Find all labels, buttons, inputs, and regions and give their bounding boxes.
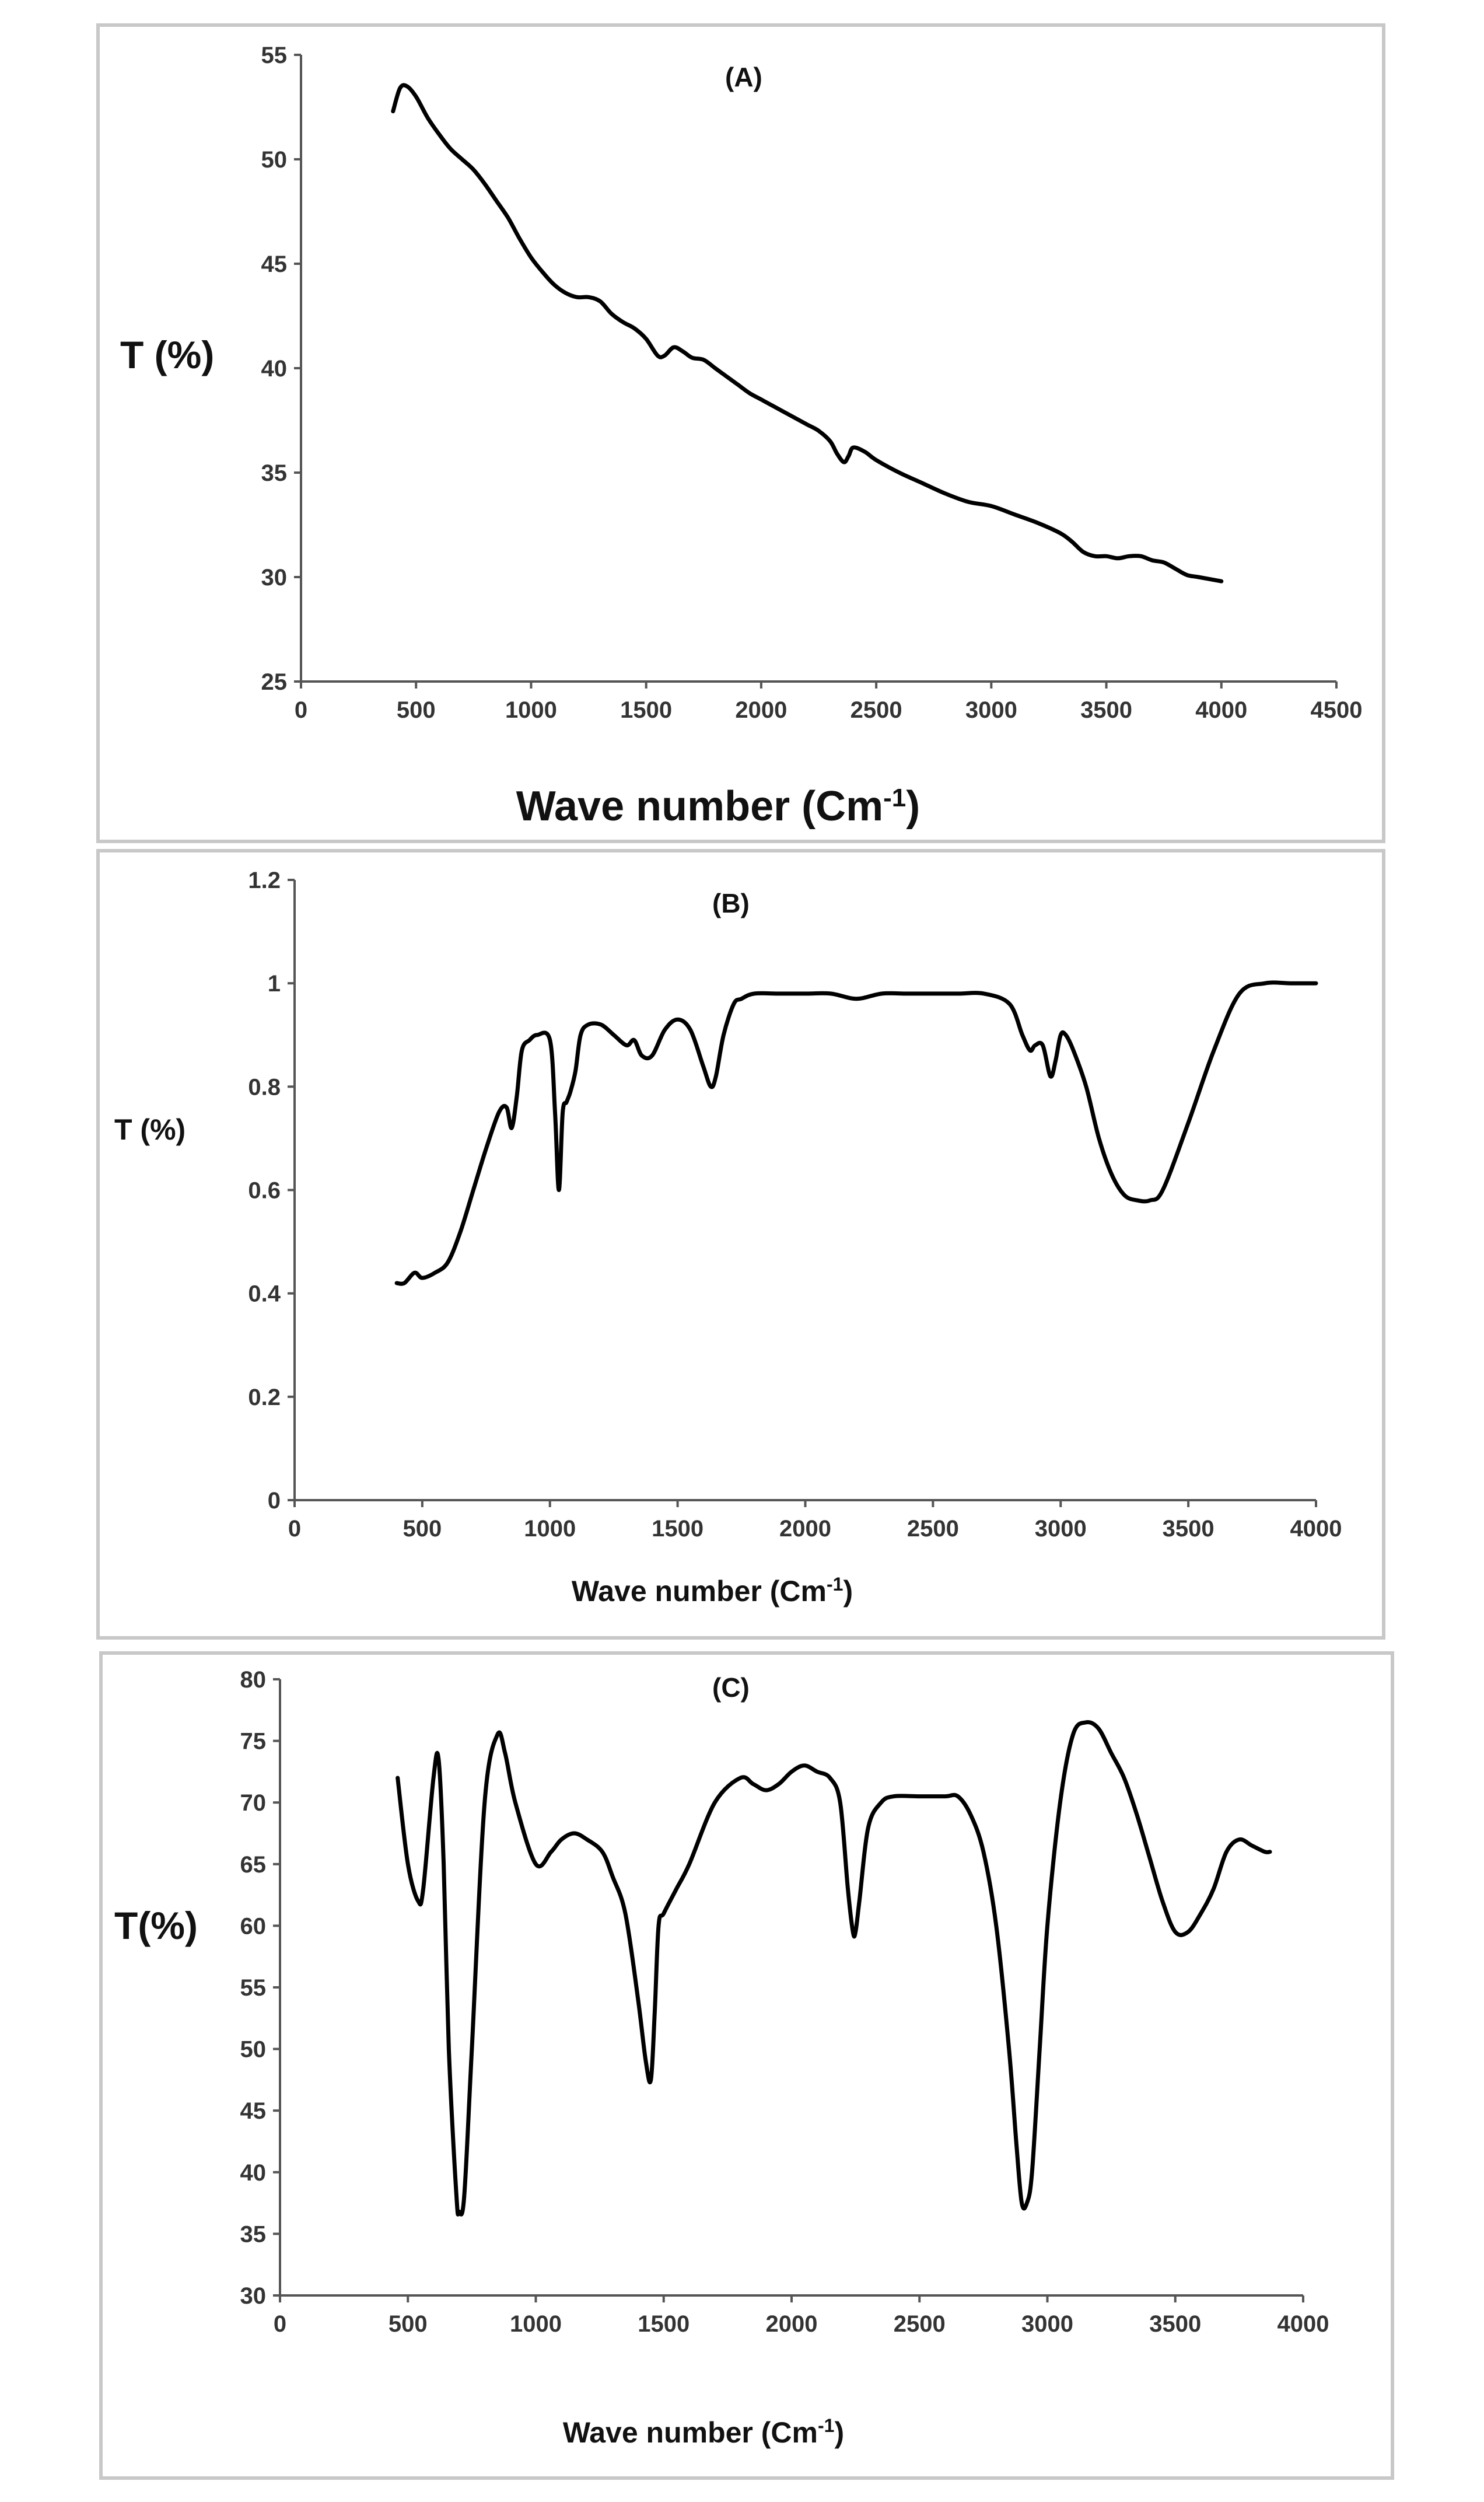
- x-tick-label: 3000: [965, 697, 1017, 723]
- x-tick-label: 3000: [1035, 1516, 1087, 1542]
- y-tick-label: 45: [261, 251, 288, 277]
- x-tick-label: 0: [288, 1516, 301, 1542]
- chart-b: (B) T (%) Wave number (Cm-1) 0 0.2 0.4 0.6 0…: [114, 868, 1342, 1608]
- y-axis-label: T (%): [120, 333, 214, 376]
- chart-panel-b: (B) T (%) Wave number (Cm-1) 0 0.2 0.4 0.6 0…: [96, 849, 1385, 1640]
- x-tick-label: 500: [388, 2311, 428, 2337]
- x-tick-label: 4000: [1290, 1516, 1342, 1542]
- y-tick-label: 70: [240, 1790, 267, 1816]
- y-tick-label: 0.6: [248, 1178, 281, 1204]
- x-tick-label: 1000: [505, 697, 557, 723]
- chart-title: (A): [725, 62, 762, 92]
- x-tick-label: 2500: [894, 2311, 946, 2337]
- x-tick-label: 2000: [766, 2311, 818, 2337]
- x-axis-label: Wave number (Cm-1): [516, 783, 921, 830]
- y-tick-label: 0.4: [248, 1281, 281, 1307]
- y-tick-label: 65: [240, 1852, 267, 1878]
- y-tick-label: 50: [240, 2037, 267, 2063]
- y-axis-label: T(%): [114, 1904, 198, 1947]
- chart-panel-c: (C) T(%) Wave number (Cm-1) 30 35 40 45 50 55…: [99, 1651, 1394, 2480]
- x-tick-label: 2000: [779, 1516, 831, 1542]
- y-axis-label: T (%): [114, 1113, 186, 1146]
- x-tick-label: 1000: [524, 1516, 576, 1542]
- x-tick-label: 3000: [1021, 2311, 1073, 2337]
- x-tick-label: 4000: [1278, 2311, 1329, 2337]
- y-tick-label: 30: [261, 565, 288, 590]
- y-tick-label: 55: [261, 43, 288, 68]
- y-tick-label: 80: [240, 1667, 267, 1693]
- chart-a: (A) T (%) Wave number (Cm-1) 25 30 35 40 45 5…: [120, 43, 1363, 830]
- y-tick-label: 35: [261, 460, 288, 486]
- y-tick-label: 50: [261, 147, 288, 173]
- y-tick-label: 25: [261, 669, 288, 695]
- x-tick-label: 1500: [652, 1516, 704, 1542]
- y-tick-label: 40: [261, 356, 288, 382]
- x-tick-label: 4500: [1311, 697, 1363, 723]
- chart-panel-a: (A) T (%) Wave number (Cm-1) 25 30 35 40 45 5…: [96, 23, 1385, 843]
- y-tick-label: 55: [240, 1975, 267, 2001]
- x-axis-label: Wave number (Cm-1): [572, 1574, 853, 1608]
- x-tick-label: 2000: [735, 697, 787, 723]
- x-tick-label: 3500: [1163, 1516, 1214, 1542]
- chart-title: (C): [712, 1672, 750, 1703]
- y-tick-label: 35: [240, 2221, 267, 2247]
- y-tick-label: 45: [240, 2098, 267, 2124]
- series-line-c: [396, 1720, 1272, 2217]
- x-tick-label: 500: [403, 1516, 442, 1542]
- y-tick-label: 0.2: [248, 1385, 281, 1410]
- x-tick-label: 1500: [620, 697, 672, 723]
- x-tick-label: 2500: [850, 697, 902, 723]
- series-line-b: [394, 980, 1318, 1286]
- y-tick-label: 0.8: [248, 1074, 281, 1100]
- x-axis-label: Wave number (Cm-1): [563, 2415, 844, 2449]
- x-tick-label: 500: [397, 697, 436, 723]
- y-tick-label: 1: [268, 971, 281, 997]
- y-tick-label: 30: [240, 2283, 267, 2309]
- x-tick-label: 0: [295, 697, 307, 723]
- x-tick-label: 3500: [1080, 697, 1132, 723]
- y-tick-label: 40: [240, 2160, 267, 2186]
- y-tick-label: 0: [268, 1488, 281, 1514]
- x-tick-label: 1000: [510, 2311, 562, 2337]
- x-tick-label: 4000: [1195, 697, 1247, 723]
- chart-title: (B): [712, 888, 750, 918]
- y-tick-label: 60: [240, 1913, 267, 1939]
- y-tick-label: 1.2: [248, 868, 281, 893]
- x-tick-label: 3500: [1149, 2311, 1201, 2337]
- x-tick-label: 2500: [907, 1516, 959, 1542]
- y-tick-label: 75: [240, 1729, 267, 1755]
- x-tick-label: 0: [274, 2311, 286, 2337]
- series-line-a: [391, 83, 1224, 583]
- x-tick-label: 1500: [638, 2311, 690, 2337]
- chart-c: (C) T(%) Wave number (Cm-1) 30 35 40 45 50 55…: [114, 1667, 1329, 2449]
